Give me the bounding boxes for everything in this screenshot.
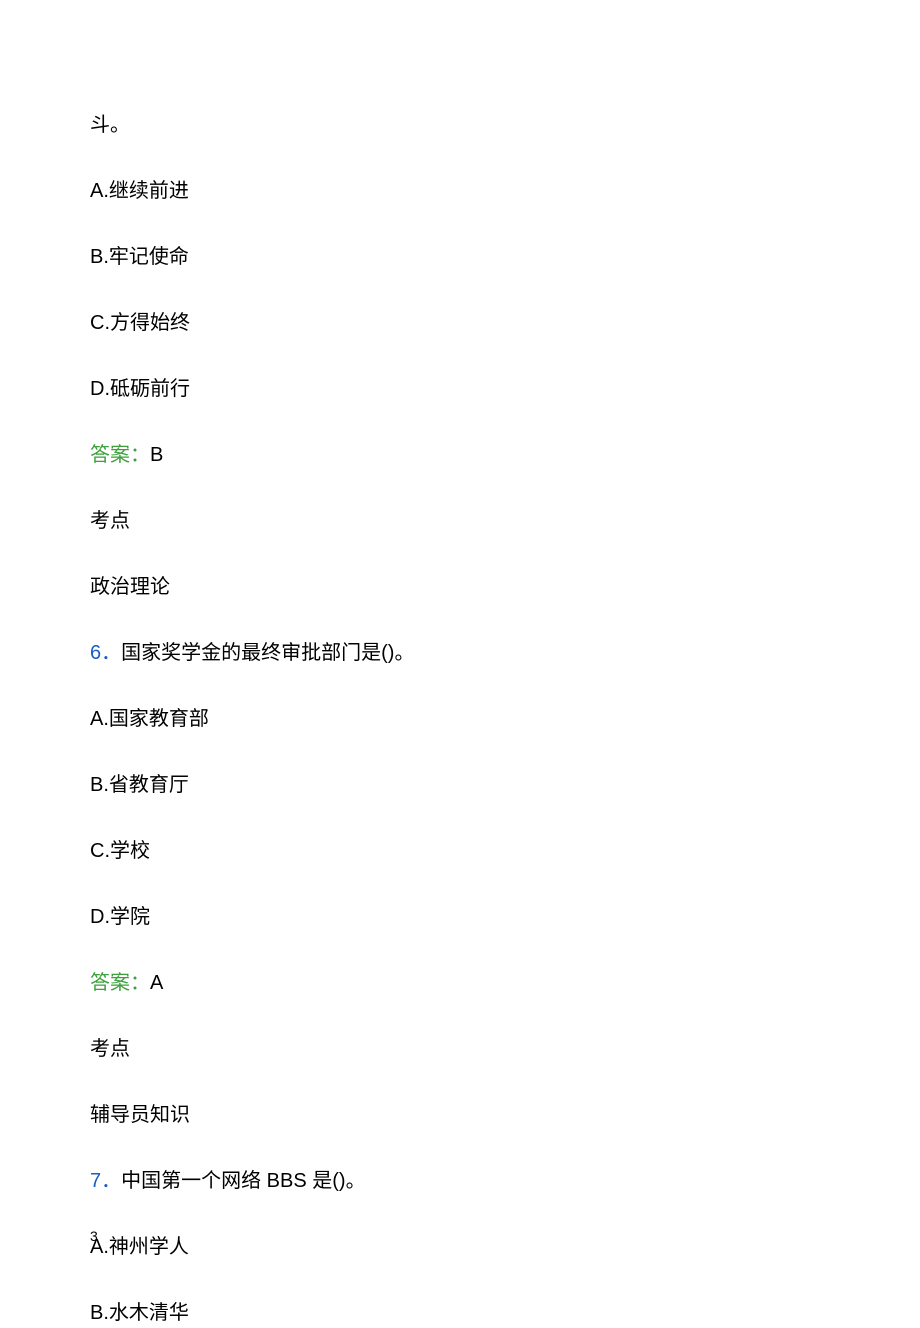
q5-kaodian-label: 考点 (90, 506, 830, 536)
q6-option-d: D.学院 (90, 902, 830, 932)
q6-stem-text: 国家奖学金的最终审批部门是()。 (121, 642, 414, 664)
q7-option-a: A.神州学人 (90, 1232, 830, 1262)
q6-kaodian-label: 考点 (90, 1034, 830, 1064)
q7-stem-text: 中国第一个网络 BBS 是()。 (121, 1170, 365, 1192)
q7-option-b: B.水木清华 (90, 1298, 830, 1328)
q5-answer-value: B (150, 444, 163, 466)
q7-number: 7． (90, 1170, 121, 1192)
q5-option-c: C.方得始终 (90, 308, 830, 338)
q5-stem-tail: 斗。 (90, 110, 830, 140)
q5-kaodian-value: 政治理论 (90, 572, 830, 602)
q5-answer-label: 答案： (90, 444, 150, 466)
page-number: 3 (90, 1228, 98, 1244)
q6-answer-value: A (150, 972, 163, 994)
q5-answer: 答案：B (90, 440, 830, 470)
q6-answer-label: 答案： (90, 972, 150, 994)
q6-answer: 答案：A (90, 968, 830, 998)
q7-stem: 7．中国第一个网络 BBS 是()。 (90, 1166, 830, 1196)
q6-kaodian-value: 辅导员知识 (90, 1100, 830, 1130)
q6-option-a: A.国家教育部 (90, 704, 830, 734)
q5-option-d: D.砥砺前行 (90, 374, 830, 404)
q6-stem: 6．国家奖学金的最终审批部门是()。 (90, 638, 830, 668)
q5-option-b: B.牢记使命 (90, 242, 830, 272)
q6-number: 6． (90, 642, 121, 664)
q6-option-b: B.省教育厅 (90, 770, 830, 800)
q6-option-c: C.学校 (90, 836, 830, 866)
q5-option-a: A.继续前进 (90, 176, 830, 206)
